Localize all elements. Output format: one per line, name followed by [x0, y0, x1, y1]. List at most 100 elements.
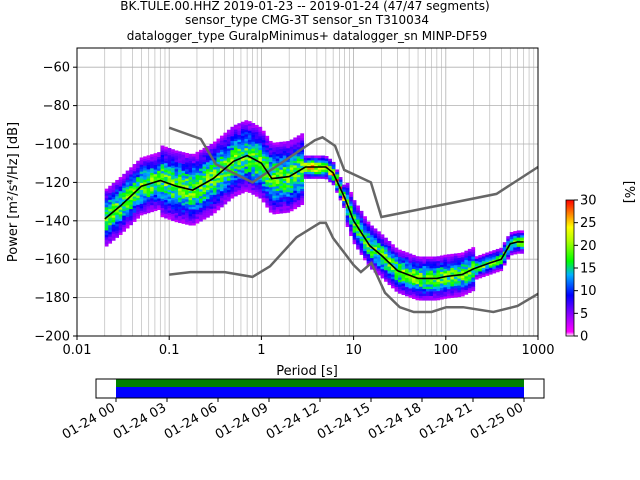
density-cell [286, 189, 291, 193]
density-cell [275, 192, 280, 196]
density-cell [108, 218, 113, 221]
density-cell [513, 251, 518, 255]
density-cell [192, 158, 196, 161]
density-cell [150, 198, 154, 201]
density-cell [474, 265, 479, 269]
density-cell [223, 146, 228, 150]
density-cell [275, 211, 280, 214]
density-cell [436, 283, 441, 287]
density-cell [261, 142, 266, 145]
density-cell [209, 146, 214, 149]
density-cell [436, 286, 441, 289]
density-cell [415, 293, 420, 296]
density-cell [174, 201, 179, 204]
density-cell [212, 189, 217, 193]
density-cell [251, 143, 256, 147]
density-cell [146, 166, 151, 170]
title-line-3: datalogger_type GuralpMinimus+ datalogge… [127, 29, 488, 43]
density-cell [157, 182, 161, 185]
density-cell [324, 169, 329, 173]
density-cell [122, 192, 127, 195]
density-cell [321, 167, 326, 170]
density-cell [429, 268, 434, 271]
noise-model-high [168, 126, 539, 219]
density-cell [384, 251, 388, 255]
density-cell [261, 156, 266, 159]
density-cell [212, 143, 217, 147]
density-cell [366, 240, 371, 243]
density-cell [192, 197, 196, 201]
density-cell [401, 257, 406, 261]
density-cell [272, 156, 277, 160]
density-cell [439, 285, 444, 289]
density-cell [373, 260, 378, 264]
density-cell [509, 231, 514, 235]
density-cell [272, 209, 277, 213]
density-cell [279, 199, 284, 203]
density-cell [216, 203, 221, 206]
density-cell [422, 279, 427, 283]
density-cell [261, 135, 266, 138]
density-cell [240, 151, 245, 155]
density-cell [286, 198, 291, 202]
density-cell [108, 208, 113, 212]
density-cell [153, 171, 158, 175]
density-cell [272, 158, 277, 162]
density-cell [118, 193, 123, 196]
density-cell [199, 163, 203, 167]
density-cell [216, 147, 221, 151]
timeline-tick-label: 01-24 00 [60, 400, 118, 442]
density-cell [394, 252, 399, 255]
density-cell [251, 178, 256, 181]
density-cell [265, 174, 270, 178]
density-cell [352, 241, 357, 245]
density-cell [478, 257, 483, 260]
density-cell [439, 262, 444, 265]
density-cell [307, 157, 312, 161]
density-cell [387, 257, 392, 260]
density-cell [425, 261, 430, 264]
density-cell [300, 160, 305, 164]
density-cell [293, 206, 298, 210]
density-cell [373, 253, 378, 257]
density-cell [268, 163, 273, 167]
density-cell [471, 251, 476, 255]
density-cell [394, 266, 399, 269]
density-cell [293, 176, 298, 180]
density-cell [265, 193, 270, 197]
density-cell [157, 156, 161, 160]
density-cell [226, 198, 231, 202]
density-cell [212, 171, 217, 175]
density-cell [401, 287, 406, 291]
density-cell [415, 281, 420, 285]
density-cell [509, 250, 514, 254]
density-cell [439, 283, 444, 286]
density-cell [192, 202, 196, 205]
x-tick-label: 1 [257, 343, 265, 358]
density-cell [181, 216, 186, 220]
density-cell [223, 192, 228, 196]
density-cell [359, 210, 364, 214]
density-cell [226, 150, 231, 154]
density-cell [265, 168, 270, 171]
density-cell [429, 274, 434, 278]
density-cell [275, 188, 280, 191]
density-cell [370, 225, 374, 229]
density-cell [345, 189, 350, 193]
density-cell [408, 285, 413, 289]
density-cell [296, 137, 301, 141]
density-cell [429, 288, 434, 292]
density-cell [275, 204, 280, 208]
density-cell [167, 166, 172, 170]
density-cell [485, 266, 490, 269]
density-cell [150, 193, 154, 197]
density-cell [439, 280, 444, 284]
density-cell [520, 237, 525, 240]
density-cell [153, 190, 158, 193]
density-cell [261, 176, 266, 180]
density-cell [331, 178, 336, 181]
density-cell [206, 191, 210, 195]
density-cell [380, 273, 385, 277]
density-cell [129, 190, 133, 193]
density-cell [240, 170, 245, 173]
